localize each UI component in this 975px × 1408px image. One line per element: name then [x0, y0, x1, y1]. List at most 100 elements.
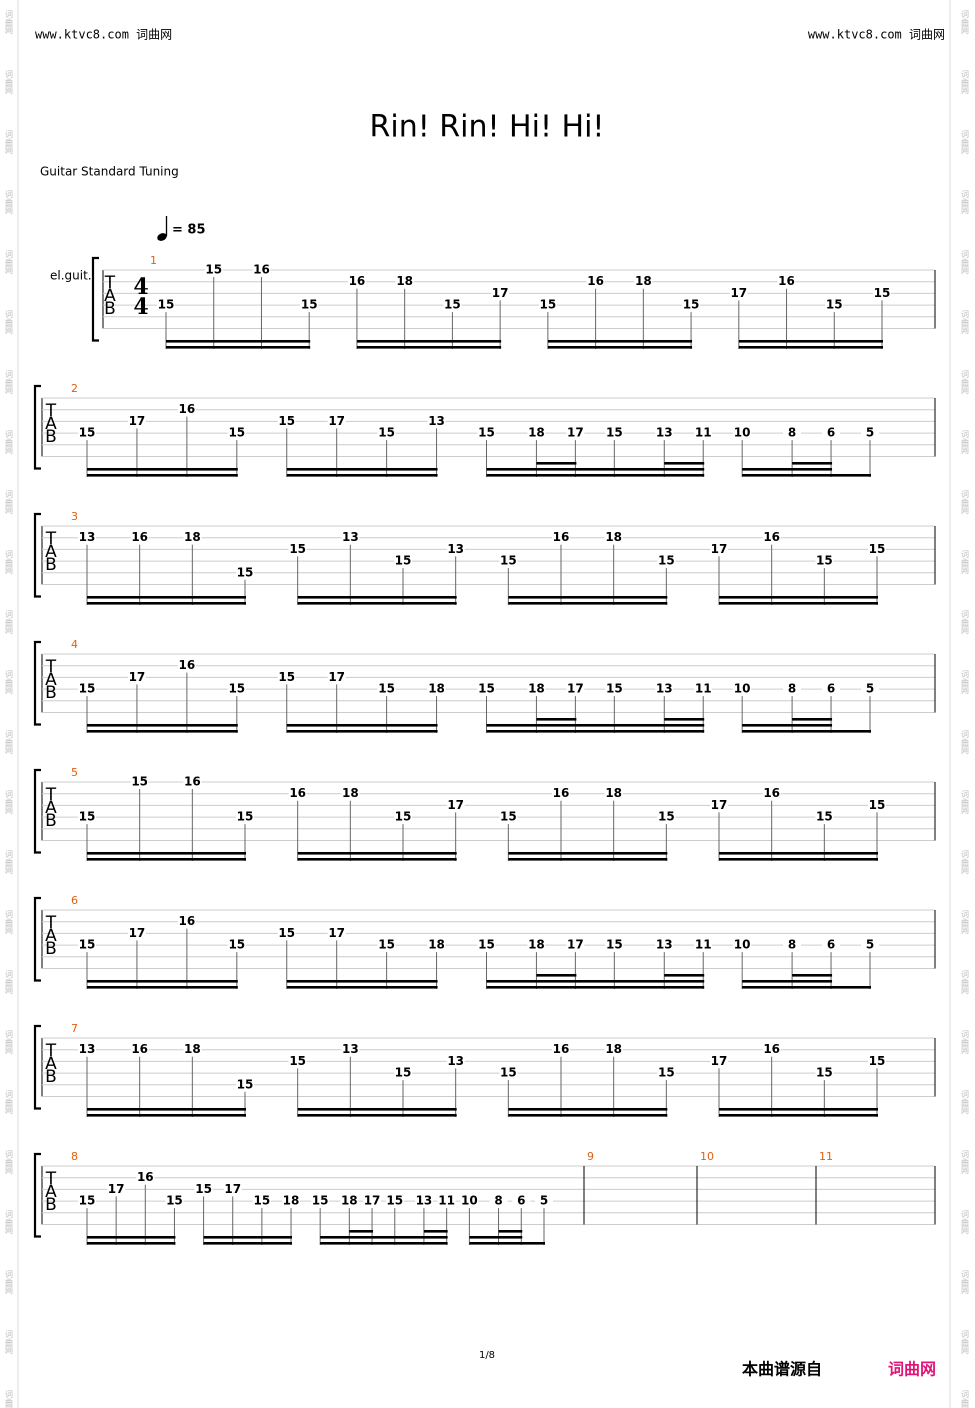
note-bg: [477, 939, 496, 952]
note-bg: [868, 1055, 886, 1068]
fret-number: 17: [447, 798, 464, 812]
fret-number: 16: [763, 1042, 780, 1056]
beam: [486, 986, 705, 989]
watermark: 词曲网: [961, 970, 970, 995]
fret-number: 16: [349, 274, 366, 288]
note-bg: [437, 1195, 456, 1208]
fret-number: 18: [428, 938, 445, 952]
footer-source: 本曲谱源自: [742, 1360, 822, 1379]
note-bg: [347, 275, 366, 288]
tab-letter: B: [45, 427, 57, 447]
note-bg: [566, 939, 585, 952]
tab-letter: B: [45, 1067, 57, 1087]
note-bg: [694, 939, 713, 952]
beam: [87, 852, 246, 855]
fret-number: 16: [179, 914, 196, 928]
note-bg: [394, 811, 412, 824]
system-bracket: [33, 512, 41, 598]
watermark: 词曲网: [961, 1390, 970, 1408]
tab-letter: T: [45, 529, 57, 549]
note-bg: [130, 531, 149, 544]
fret-number: 18: [605, 786, 622, 800]
fret-number: 15: [205, 263, 222, 277]
watermark: 词曲网: [961, 70, 970, 95]
tab-letter: A: [45, 926, 57, 946]
measure-number: 10: [700, 1150, 714, 1163]
beam: [719, 1108, 878, 1111]
fret-number: 17: [129, 670, 146, 684]
note-bg: [127, 415, 146, 428]
instrument: el.guit.: [50, 269, 92, 283]
fret-number: 15: [278, 926, 295, 940]
measure-number: 5: [71, 766, 78, 779]
beam: [320, 1242, 448, 1245]
beam: [792, 462, 833, 465]
note-bg: [446, 543, 465, 556]
tab-letter: B: [45, 555, 57, 575]
title: Rin! Rin! Hi! Hi!: [370, 110, 605, 145]
note-bg: [655, 939, 674, 952]
page-number: 1/8: [479, 1350, 495, 1361]
watermark: 词曲网: [961, 730, 970, 755]
beam: [356, 346, 502, 349]
fret-number: 15: [79, 1194, 96, 1208]
fret-number: 15: [874, 286, 891, 300]
note-bg: [136, 1171, 155, 1184]
note-bg: [282, 1195, 301, 1208]
beam: [166, 340, 311, 343]
beam: [297, 596, 457, 599]
fret-number: 13: [79, 530, 96, 544]
beam: [203, 1242, 293, 1245]
fret-number: 18: [528, 938, 545, 952]
fret-number: 15: [869, 1054, 886, 1068]
beam: [547, 346, 693, 349]
tab-letter: A: [45, 670, 57, 690]
tab-letter: B: [45, 939, 57, 959]
tab-letter: B: [104, 299, 116, 319]
fret-number: 17: [364, 1194, 381, 1208]
note-bg: [446, 799, 465, 812]
fret-number: 18: [605, 1042, 622, 1056]
fret-number: 15: [79, 426, 96, 440]
note-bg: [127, 927, 146, 940]
beam: [742, 468, 833, 471]
tempo-note: [157, 233, 167, 241]
note-bg: [815, 811, 834, 824]
beam: [286, 468, 438, 471]
watermark: 词曲网: [5, 370, 14, 395]
fret-number: 15: [500, 1066, 517, 1080]
fret-number: 15: [444, 298, 461, 312]
note-bg: [733, 427, 752, 440]
note-bg: [477, 427, 496, 440]
beam: [536, 974, 577, 977]
watermark: 词曲网: [5, 850, 14, 875]
fret-number: 5: [866, 938, 874, 952]
fret-number: 15: [606, 938, 623, 952]
fret-number: 15: [478, 938, 495, 952]
note-bg: [552, 1043, 570, 1056]
time-signature: 4: [133, 274, 148, 300]
note-bg: [327, 927, 346, 940]
fret-number: 13: [342, 1042, 359, 1056]
fret-number: 8: [788, 938, 796, 952]
watermark: 词曲网: [5, 10, 14, 35]
fret-number: 15: [131, 775, 148, 789]
tab-letter: T: [45, 913, 57, 933]
fret-number: 17: [567, 426, 584, 440]
note-bg: [427, 683, 446, 696]
note-bg: [777, 275, 796, 288]
fret-number: 17: [108, 1182, 125, 1196]
note-bg: [499, 811, 518, 824]
system-bracket: [33, 768, 41, 854]
beam: [87, 1108, 246, 1111]
fret-number: 10: [734, 938, 751, 952]
beam: [719, 1114, 878, 1117]
tab-letter: A: [45, 1054, 57, 1074]
note-bg: [605, 683, 624, 696]
fret-number: 15: [658, 810, 675, 824]
system-bracket: [33, 1024, 41, 1110]
note-bg: [340, 1195, 359, 1208]
watermark: 词曲网: [961, 310, 970, 335]
fret-number: 15: [301, 298, 318, 312]
